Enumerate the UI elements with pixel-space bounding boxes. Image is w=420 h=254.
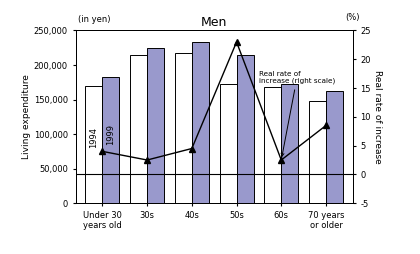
- Bar: [281, 84, 298, 203]
- Bar: [326, 91, 343, 203]
- Bar: [147, 48, 164, 203]
- Bar: [236, 55, 254, 203]
- Bar: [264, 87, 281, 203]
- Bar: [175, 53, 192, 203]
- Bar: [85, 86, 102, 203]
- Bar: [220, 84, 236, 203]
- Bar: [309, 101, 326, 203]
- Bar: [130, 55, 147, 203]
- Text: (in yen): (in yen): [78, 14, 110, 24]
- Text: (%): (%): [345, 13, 360, 22]
- Y-axis label: Real rate of increase: Real rate of increase: [373, 70, 382, 164]
- Y-axis label: Living expenditure: Living expenditure: [22, 74, 31, 159]
- Bar: [192, 42, 209, 203]
- Title: Men: Men: [201, 16, 227, 29]
- Bar: [102, 77, 119, 203]
- Text: Real rate of
increase (right scale): Real rate of increase (right scale): [259, 71, 335, 156]
- Text: 1999: 1999: [106, 124, 116, 145]
- Text: 1994: 1994: [89, 127, 98, 148]
